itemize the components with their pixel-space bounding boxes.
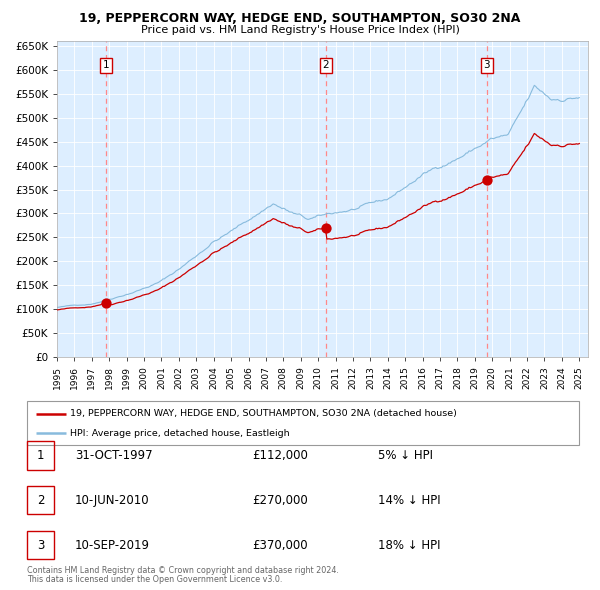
Text: £112,000: £112,000	[252, 449, 308, 462]
Text: 10-JUN-2010: 10-JUN-2010	[75, 494, 149, 507]
Text: HPI: Average price, detached house, Eastleigh: HPI: Average price, detached house, East…	[70, 428, 290, 438]
Point	[482, 175, 491, 185]
Text: 5% ↓ HPI: 5% ↓ HPI	[378, 449, 433, 462]
Text: 2: 2	[37, 494, 44, 507]
Text: 18% ↓ HPI: 18% ↓ HPI	[378, 539, 440, 552]
Text: 1: 1	[37, 449, 44, 462]
Text: £270,000: £270,000	[252, 494, 308, 507]
Text: Price paid vs. HM Land Registry's House Price Index (HPI): Price paid vs. HM Land Registry's House …	[140, 25, 460, 35]
Point	[321, 223, 331, 232]
Text: 19, PEPPERCORN WAY, HEDGE END, SOUTHAMPTON, SO30 2NA (detached house): 19, PEPPERCORN WAY, HEDGE END, SOUTHAMPT…	[70, 409, 457, 418]
Text: 14% ↓ HPI: 14% ↓ HPI	[378, 494, 440, 507]
Text: 10-SEP-2019: 10-SEP-2019	[75, 539, 150, 552]
Point	[101, 299, 111, 308]
Text: £370,000: £370,000	[252, 539, 308, 552]
Text: Contains HM Land Registry data © Crown copyright and database right 2024.: Contains HM Land Registry data © Crown c…	[27, 566, 339, 575]
Text: 3: 3	[484, 60, 490, 70]
Text: 1: 1	[103, 60, 110, 70]
Text: This data is licensed under the Open Government Licence v3.0.: This data is licensed under the Open Gov…	[27, 575, 283, 584]
Text: 3: 3	[37, 539, 44, 552]
Text: 19, PEPPERCORN WAY, HEDGE END, SOUTHAMPTON, SO30 2NA: 19, PEPPERCORN WAY, HEDGE END, SOUTHAMPT…	[79, 12, 521, 25]
Text: 2: 2	[322, 60, 329, 70]
Text: 31-OCT-1997: 31-OCT-1997	[75, 449, 152, 462]
